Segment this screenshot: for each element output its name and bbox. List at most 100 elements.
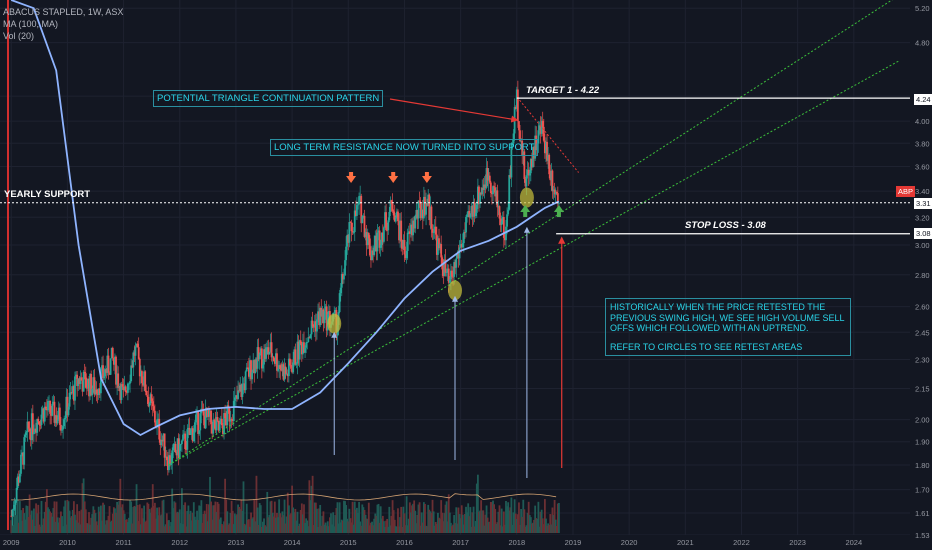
candle-body <box>107 355 110 373</box>
candle-body <box>303 342 305 353</box>
volume-bar <box>373 518 376 533</box>
candle-body <box>12 509 15 511</box>
volume-bar <box>302 514 304 533</box>
triangle-pattern-note[interactable]: POTENTIAL TRIANGLE CONTINUATION PATTERN <box>153 90 384 107</box>
volume-bar <box>223 521 225 533</box>
candle-body <box>363 215 366 237</box>
volume-bar <box>416 514 419 533</box>
volume-bar <box>264 525 266 533</box>
volume-bar <box>106 520 109 533</box>
candle-body <box>249 360 251 377</box>
volume-bar <box>361 504 364 533</box>
volume-bar <box>216 501 219 533</box>
volume-bar <box>249 526 251 533</box>
candle-body <box>40 414 43 425</box>
candle-body <box>280 368 283 371</box>
candle-body <box>478 186 480 204</box>
candle-body <box>500 221 503 225</box>
candle-body <box>48 400 50 402</box>
candle-body <box>543 140 546 154</box>
candle-body <box>168 455 170 471</box>
candle-body <box>150 394 153 402</box>
trendline <box>168 60 900 466</box>
volume-bar <box>552 514 555 533</box>
candle-body <box>540 120 543 134</box>
candle-body <box>197 410 200 434</box>
candle-body <box>282 364 285 380</box>
candle-body <box>158 418 161 440</box>
candle-body <box>41 408 44 415</box>
volume-bar <box>247 519 250 533</box>
volume-bar <box>158 507 161 533</box>
price-tick-label: 2.80 <box>915 271 930 280</box>
ma-indicator-label[interactable]: MA (100, MA) <box>3 19 59 29</box>
candle-body <box>408 231 411 234</box>
volume-bar <box>132 507 135 533</box>
volume-bar <box>72 501 75 533</box>
volume-bar <box>235 515 237 533</box>
volume-indicator-label[interactable]: Vol (20) <box>3 31 35 41</box>
volume-bar <box>536 518 539 533</box>
volume-bar <box>91 514 94 533</box>
volume-bar <box>443 513 446 533</box>
time-tick-label: 2017 <box>452 538 469 547</box>
volume-bar <box>219 517 222 533</box>
volume-bar <box>397 508 399 533</box>
resistance-arrow-icon <box>421 176 432 183</box>
candle-body <box>89 374 91 397</box>
volume-bar <box>115 512 117 533</box>
volume-bar <box>122 510 125 533</box>
volume-bar <box>93 509 96 533</box>
time-tick-label: 2021 <box>677 538 694 547</box>
volume-bar <box>553 499 556 533</box>
candle-body <box>374 235 377 246</box>
candle-body <box>264 349 266 359</box>
resistance-support-note[interactable]: LONG TERM RESISTANCE NOW TURNED INTO SUP… <box>270 139 539 156</box>
volume-bar <box>499 525 502 533</box>
candle-body <box>353 210 356 233</box>
volume-bar <box>92 506 95 533</box>
candle-body <box>522 151 525 156</box>
candle-body <box>399 220 402 241</box>
candle-body <box>55 415 58 424</box>
historical-note[interactable]: HISTORICALLY WHEN THE PRICE RETESTED THE… <box>605 298 851 356</box>
volume-bar <box>520 509 523 533</box>
candle-body <box>259 348 262 354</box>
volume-bar <box>130 501 133 533</box>
candle-body <box>343 275 345 280</box>
candle-body <box>458 247 461 259</box>
candle-body <box>317 311 319 320</box>
candle-body <box>309 334 312 338</box>
candle-body <box>471 206 474 217</box>
volume-bar <box>27 516 30 533</box>
candle-body <box>132 352 135 368</box>
volume-bar <box>197 520 200 533</box>
candle-body <box>361 216 364 224</box>
volume-bar <box>161 500 164 533</box>
symbol-title[interactable]: ABACUS STAPLED, 1W, ASX <box>3 7 124 17</box>
candle-body <box>103 376 106 379</box>
volume-bar <box>484 514 487 533</box>
volume-bar <box>316 508 318 533</box>
volume-bar <box>329 517 331 533</box>
candle-body <box>133 352 136 356</box>
volume-bar <box>428 509 431 533</box>
volume-bar <box>44 501 47 533</box>
volume-bar <box>467 503 470 533</box>
volume-bar <box>103 504 106 533</box>
volume-bar <box>537 501 540 533</box>
volume-bar <box>337 523 340 533</box>
candle-body <box>109 358 112 375</box>
volume-bar <box>62 526 64 533</box>
candle-body <box>245 367 248 372</box>
volume-bar <box>339 522 342 533</box>
volume-bar <box>164 524 167 533</box>
candle-body <box>494 187 497 197</box>
candle-body <box>94 389 97 395</box>
candle-body <box>13 504 16 510</box>
historical-note-ref: REFER TO CIRCLES TO SEE RETEST AREAS <box>610 341 803 352</box>
candle-body <box>173 443 176 445</box>
candle-body <box>240 384 243 397</box>
volume-bar <box>454 523 457 533</box>
